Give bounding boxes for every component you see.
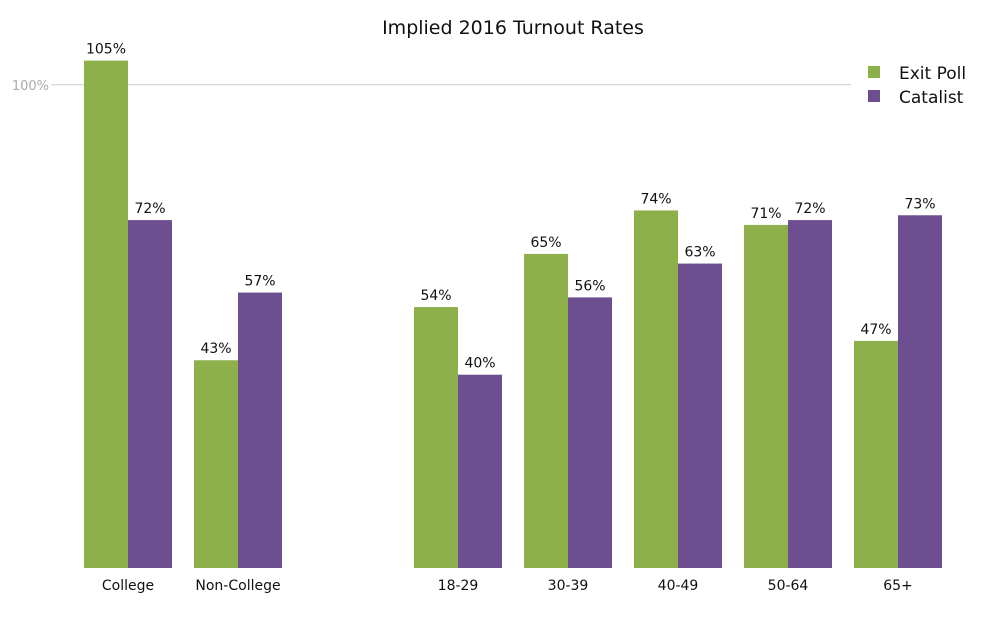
data-label: 72%: [794, 201, 825, 217]
bar-catalist-18-29: [458, 374, 502, 568]
x-tick-label: 30-39: [548, 578, 589, 594]
x-tick-label: 40-49: [658, 578, 699, 594]
data-label: 63%: [684, 245, 715, 261]
data-label: 72%: [134, 201, 165, 217]
bar-exit-poll-18-29: [414, 307, 458, 568]
x-tick-label: 65+: [883, 578, 913, 594]
data-label: 71%: [750, 206, 781, 222]
x-tick-label: 18-29: [438, 578, 479, 594]
x-axis-ticks: College Non-College 18-29 30-39 40-49 50-64 65…: [102, 578, 913, 594]
data-label: 40%: [464, 356, 495, 372]
bar-exit-poll-college: [84, 60, 128, 569]
bar-catalist-30-39: [568, 297, 612, 568]
bar-catalist-college: [128, 220, 172, 569]
data-label: 43%: [200, 341, 231, 357]
bar-exit-poll-40-49: [634, 210, 678, 569]
legend-label-exit-poll: Exit Poll: [899, 64, 966, 84]
data-label: 65%: [530, 235, 561, 251]
bar-exit-poll-65-: [854, 340, 898, 568]
x-tick-label: College: [102, 578, 154, 594]
bar-catalist-50-64: [788, 220, 832, 569]
legend-swatch-catalist: [868, 90, 880, 102]
data-label: 73%: [904, 196, 935, 212]
data-label: 47%: [860, 322, 891, 338]
bar-catalist-non-college: [238, 292, 282, 568]
data-label: 74%: [640, 191, 671, 207]
data-label: 105%: [86, 42, 126, 58]
bar-layer: [84, 60, 942, 569]
legend-swatch-exit-poll: [868, 66, 880, 78]
data-label: 54%: [420, 288, 451, 304]
x-tick-label: 50-64: [768, 578, 809, 594]
legend: Exit Poll Catalist: [868, 64, 966, 108]
legend-label-catalist: Catalist: [899, 88, 964, 108]
bar-exit-poll-30-39: [524, 253, 568, 568]
bar-catalist-40-49: [678, 263, 722, 568]
chart-title: Implied 2016 Turnout Rates: [382, 17, 644, 39]
data-label-layer: 105% 72% 43% 57% 54% 40% 65% 56% 74% 63% 71% 72% 47%…: [86, 42, 936, 372]
bar-exit-poll-non-college: [194, 360, 238, 568]
reference-line-label: 100%: [12, 79, 49, 94]
bar-catalist-65-: [898, 215, 942, 569]
data-label: 56%: [574, 278, 605, 294]
bar-exit-poll-50-64: [744, 224, 788, 569]
x-tick-label: Non-College: [195, 578, 280, 594]
data-label: 57%: [244, 274, 275, 290]
